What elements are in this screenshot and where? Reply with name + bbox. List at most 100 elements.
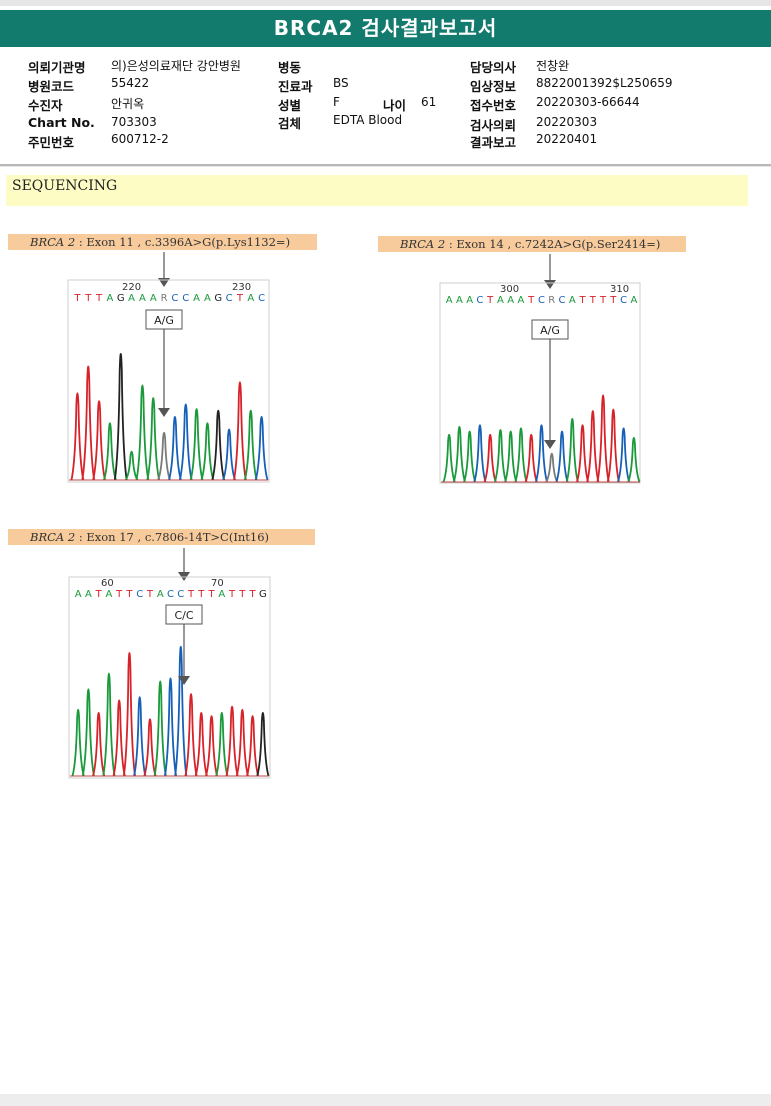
- trace-peak: [146, 397, 161, 481]
- report-title: BRCA2 검사결과보고서: [0, 10, 771, 47]
- bottom-strip: [0, 1094, 771, 1106]
- variant-detail: : Exon 11 , c.3396A>G(p.Lys1132=): [78, 235, 291, 249]
- age-label: 나이: [383, 98, 407, 113]
- call-arrow-head: [158, 408, 170, 417]
- trace-peak: [112, 699, 126, 777]
- base-letter: A: [193, 293, 200, 304]
- base-letter: A: [106, 293, 113, 304]
- trace-peak: [545, 452, 559, 483]
- base-letter: C: [177, 589, 184, 600]
- hospital-code-label: 병원코드: [28, 79, 75, 94]
- trace-peak: [504, 430, 518, 483]
- trace-peak: [514, 427, 528, 483]
- variant-detail: : Exon 14 , c.7242A>G(p.Ser2414=): [448, 237, 661, 251]
- trace-peak: [133, 696, 147, 777]
- base-letter: T: [238, 589, 246, 600]
- base-letter: A: [139, 293, 146, 304]
- institution-label: 의뢰기관명: [28, 60, 86, 75]
- trace-peak: [168, 416, 182, 481]
- trace-peak: [586, 410, 600, 483]
- trace-peak: [442, 433, 456, 483]
- trace-peaks: [70, 645, 270, 777]
- trace-peak: [452, 425, 466, 483]
- trace-peak: [215, 712, 229, 777]
- trace-peak: [576, 424, 590, 483]
- trace-peak: [555, 430, 569, 483]
- base-letter: C: [182, 293, 189, 304]
- trace-peak: [200, 422, 215, 481]
- request-date-label: 검사의뢰: [470, 118, 517, 133]
- trace-peak: [143, 718, 157, 777]
- base-letter: T: [197, 589, 205, 600]
- genotype-call-box: [531, 319, 569, 340]
- trace-peak: [225, 705, 239, 777]
- trace-peak: [81, 688, 95, 777]
- trace-peak: [246, 715, 260, 777]
- section-title: SEQUENCING: [6, 175, 748, 206]
- report-date-label: 결과보고: [470, 135, 517, 150]
- base-letter: T: [187, 589, 195, 600]
- base-letter: A: [446, 295, 453, 306]
- position-left: 220: [122, 282, 141, 293]
- institution-value: 의)은성의료재단 강안병원: [111, 59, 241, 73]
- position-right: 310: [610, 284, 629, 295]
- base-letter: A: [507, 295, 514, 306]
- trace-peak: [254, 416, 269, 481]
- base-letter: R: [548, 295, 555, 306]
- base-letter: T: [95, 293, 103, 304]
- base-letter: A: [466, 295, 473, 306]
- base-letter: G: [259, 589, 267, 600]
- base-letter: T: [207, 589, 215, 600]
- trace-peak: [222, 428, 236, 481]
- base-letter: A: [569, 295, 576, 306]
- specimen-label: 검체: [278, 116, 302, 131]
- position-right: 230: [232, 282, 251, 293]
- base-letter: C: [258, 293, 265, 304]
- base-letter: T: [599, 295, 607, 306]
- trace-peak: [617, 427, 631, 483]
- base-letter: A: [247, 293, 254, 304]
- specimen-value: EDTA Blood: [333, 113, 403, 127]
- trace-peaks: [69, 353, 269, 481]
- hospital-code-value: 55422: [111, 76, 150, 90]
- department-label: 진료과: [278, 79, 313, 94]
- base-letter: T: [249, 589, 257, 600]
- trace-peak: [627, 436, 641, 483]
- base-letter: T: [73, 293, 81, 304]
- trace-peak: [157, 431, 171, 481]
- call-arrow-head: [178, 676, 190, 685]
- trace-peak: [103, 422, 117, 481]
- resident-no-value: 600712-2: [111, 132, 169, 146]
- trace-peak: [463, 430, 477, 483]
- patient-name-value: 안귀옥: [111, 97, 145, 111]
- report-date-value: 20220401: [536, 132, 598, 146]
- genotype-call-box: [145, 309, 183, 330]
- trace-peak: [596, 394, 610, 483]
- trace-peak: [473, 424, 487, 483]
- trace-peak: [524, 433, 538, 483]
- position-left: 300: [500, 284, 519, 295]
- trace-peak: [184, 693, 198, 777]
- genotype-call: A/G: [154, 314, 174, 327]
- patient-name-label: 수진자: [28, 98, 63, 113]
- clinical-info-label: 임상정보: [470, 79, 517, 94]
- base-letter: T: [578, 295, 586, 306]
- trace-peak: [483, 433, 497, 483]
- clinical-info-value: 8822001392$L250659: [536, 76, 673, 90]
- top-rule: [0, 0, 771, 6]
- trace-peak: [205, 715, 219, 777]
- receipt-no-value: 20220303-66644: [536, 95, 640, 109]
- base-letter: A: [150, 293, 157, 304]
- base-letter: C: [559, 295, 566, 306]
- trace-peak: [81, 365, 96, 481]
- base-letter: T: [527, 295, 535, 306]
- base-letter: C: [171, 293, 178, 304]
- trace-peak: [243, 409, 258, 481]
- pointer-arrow-head: [158, 278, 170, 287]
- base-letter: A: [157, 589, 164, 600]
- base-letter: A: [497, 295, 504, 306]
- base-letter: A: [105, 589, 112, 600]
- call-arrow-head: [544, 440, 556, 449]
